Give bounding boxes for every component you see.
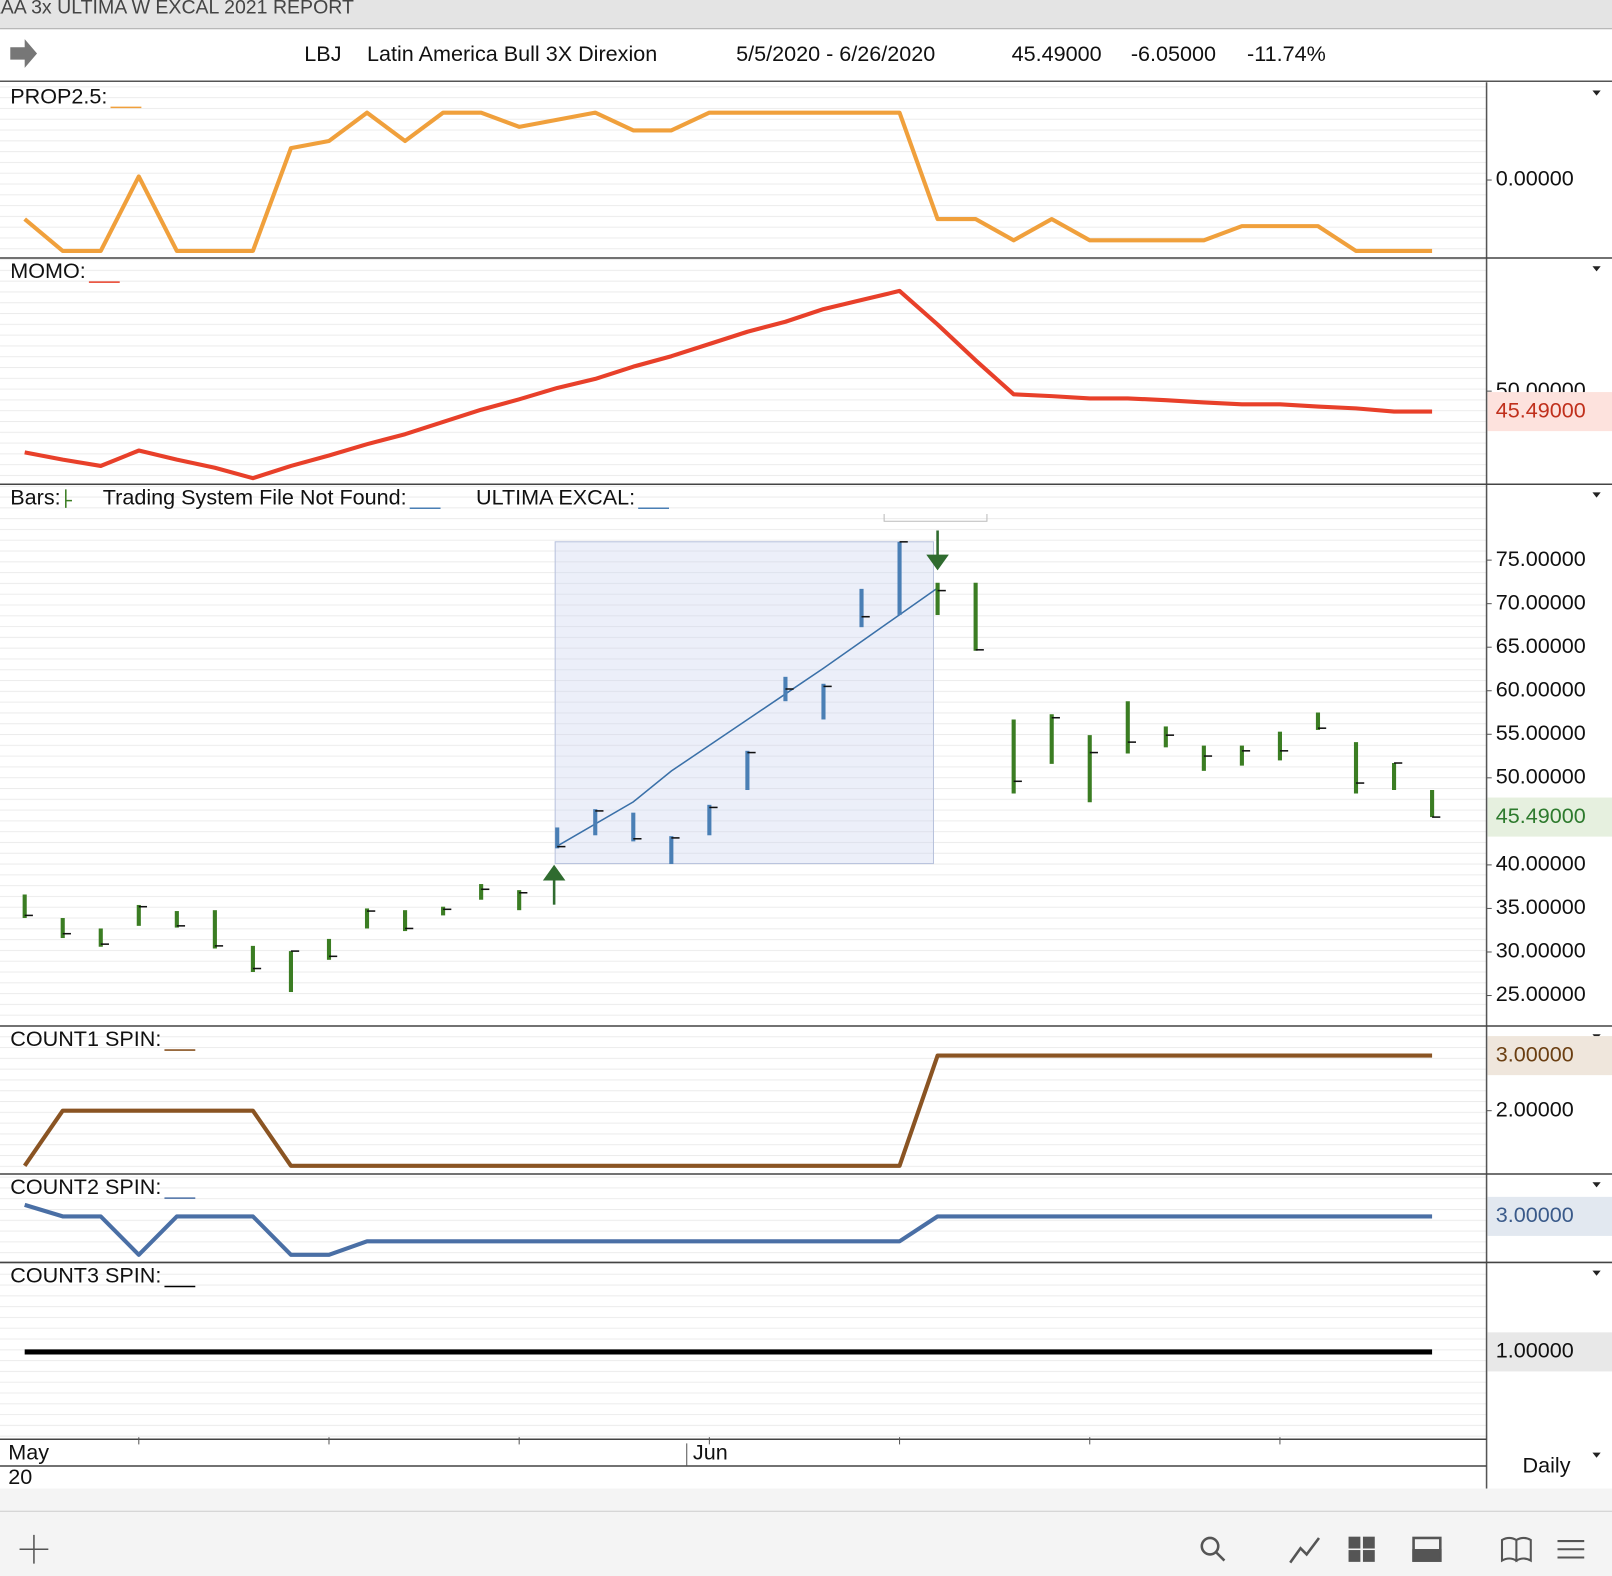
y-tick-label: 35.00000: [1496, 894, 1586, 919]
y-tick-label: 70.00000: [1496, 589, 1586, 614]
last-value-box: [1487, 1332, 1612, 1372]
panel-title: COUNT3 SPIN:: [10, 1263, 161, 1288]
regression-box: [554, 541, 934, 865]
panel-title: COUNT1 SPIN:: [10, 1026, 161, 1051]
x-year-label: 20: [8, 1464, 32, 1489]
panel-menu-arrows[interactable]: [1592, 90, 1601, 1458]
y-tick-label: 65.00000: [1496, 633, 1586, 658]
last-value-label: 3.00000: [1496, 1202, 1574, 1227]
toolbar-icons[interactable]: [19, 1534, 1585, 1564]
last-value-box: [1487, 392, 1612, 432]
y-tick-label: 60.00000: [1496, 676, 1586, 701]
panel-subtitle: ULTIMA EXCAL:: [476, 484, 635, 509]
last-value-label: 45.49000: [1496, 397, 1586, 422]
trend-line: [556, 587, 939, 847]
plot-grid: [0, 82, 1487, 1440]
change: -6.05000: [1131, 41, 1216, 66]
sell-arrow: [926, 530, 949, 571]
last-value-label: 1.00000: [1496, 1338, 1574, 1363]
x-tick-label: May: [8, 1439, 49, 1464]
series-line: [24, 288, 1433, 481]
panel-title: MOMO:: [10, 258, 86, 283]
last-value-label: 45.49000: [1496, 803, 1586, 828]
y-tick-label: 75.00000: [1496, 546, 1586, 571]
x-tick-label: Jun: [693, 1439, 728, 1464]
panel-title: Bars:: [10, 484, 60, 509]
title-bar: [0, 0, 1612, 29]
security-name: Latin America Bull 3X Direxion: [367, 41, 657, 66]
y-tick-label: 30.00000: [1496, 938, 1586, 963]
toolbar: [0, 1488, 1612, 1576]
series-line: [22, 1053, 1433, 1168]
bars-icon: [65, 489, 72, 508]
panel-dividers: [0, 257, 1612, 1467]
series-line: [23, 110, 1433, 254]
date-range: 5/5/2020 - 6/26/2020: [736, 41, 935, 66]
panel-subtitle: Trading System File Not Found:: [103, 484, 407, 509]
series-line: [24, 1202, 1433, 1257]
y-tick-label: 2.00000: [1496, 1096, 1574, 1121]
change-pct: -11.74%: [1247, 41, 1326, 66]
timeframe[interactable]: Daily: [1523, 1453, 1571, 1478]
panel-title: COUNT2 SPIN:: [10, 1174, 161, 1199]
buy-arrow: [542, 864, 566, 905]
symbol: LBJ: [304, 41, 341, 66]
last-value-box: [1487, 1196, 1612, 1236]
arrow-icon[interactable]: [10, 39, 38, 68]
y-tick-label: 25.00000: [1496, 981, 1586, 1006]
bracket: [883, 514, 988, 522]
last-value-box: [1487, 1036, 1612, 1076]
last-value-box: [1487, 797, 1612, 837]
y-tick-label: 50.00000: [1496, 764, 1586, 789]
last-value-label: 3.00000: [1496, 1041, 1574, 1066]
y-tick-label: 55.00000: [1496, 720, 1586, 745]
y-tick-label: 40.00000: [1496, 851, 1586, 876]
window-title: AAA 3x ULTIMA W EXCAL 2021 REPORT: [0, 0, 354, 18]
panel-title: PROP2.5:: [10, 83, 107, 108]
y-tick-label: 0.00000: [1496, 166, 1574, 191]
last-price: 45.49000: [1012, 41, 1102, 66]
